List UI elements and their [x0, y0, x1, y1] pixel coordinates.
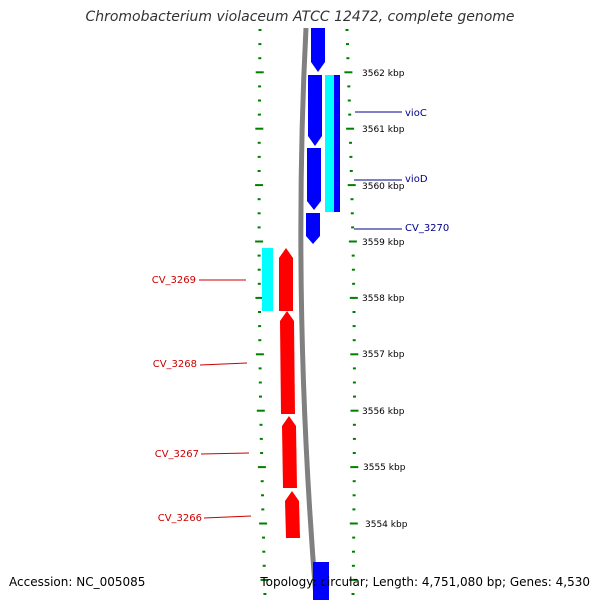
scale-tick-label: 3558 kbp [362, 294, 405, 304]
gene-label-cv-3270: CV_3270 [405, 223, 449, 234]
gene-label-cv-3267: CV_3267 [155, 449, 199, 460]
map-title: Chromobacterium violaceum ATCC 12472, co… [85, 9, 515, 25]
scale-tick-label: 3556 kbp [362, 407, 405, 417]
scale-tick-label: 3561 kbp [362, 125, 405, 135]
scale-tick-label: 3555 kbp [363, 463, 406, 473]
accession-text: Accession: NC_005085 [9, 575, 146, 589]
scale-tick-label: 3559 kbp [362, 238, 405, 248]
gene-label-cv-3268: CV_3268 [153, 359, 197, 370]
gene-label-leader [199, 362, 248, 366]
gene-feature [282, 416, 297, 488]
gene-label-vioc: vioC [405, 108, 427, 119]
gene-label-leader [203, 515, 252, 519]
genome-summary: Topology: circular; Length: 4,751,080 bp… [260, 575, 590, 589]
gene-feature [311, 28, 325, 72]
left-tick-ring [255, 29, 269, 595]
gene-feature [313, 562, 329, 600]
genome-backbone [298, 27, 319, 599]
right-tick-ring [344, 29, 359, 595]
gene-label-cv-3269: CV_3269 [152, 275, 196, 286]
gene-feature [306, 213, 320, 244]
scale-tick-label: 3557 kbp [362, 350, 405, 360]
gene-feature [334, 75, 340, 212]
gene-feature [280, 311, 295, 414]
gene-feature [308, 75, 322, 146]
cds-feature [262, 248, 273, 311]
scale-tick-label: 3554 kbp [365, 520, 408, 530]
gene-label-viod: vioD [405, 174, 428, 185]
gene-feature [285, 491, 300, 538]
scale-tick-label: 3562 kbp [362, 69, 405, 79]
scale-tick-label: 3560 kbp [362, 182, 405, 192]
cds-feature [325, 75, 334, 212]
gene-feature [307, 148, 321, 210]
gene-label-cv-3266: CV_3266 [158, 513, 202, 524]
gene-label-leader [200, 452, 250, 455]
gene-feature [279, 248, 293, 311]
